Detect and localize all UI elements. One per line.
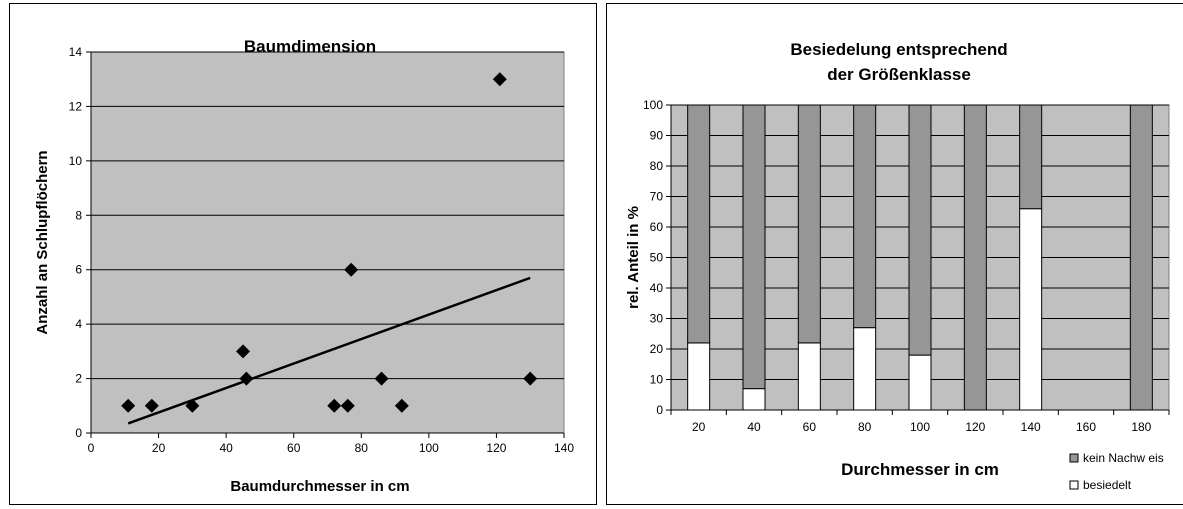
stacked-bar-chart: 0 10 20 30 40 50 60 70 80 90 100 20 40 60 80 100 120 140 1… bbox=[625, 40, 1170, 492]
y-tick-label: 10 bbox=[650, 373, 664, 387]
data-point bbox=[144, 398, 159, 413]
bar-kein-nachweis bbox=[742, 104, 766, 390]
y-tick-label: 50 bbox=[650, 251, 664, 265]
chart-title-line-1: Besiedelung entsprechend bbox=[790, 40, 1007, 59]
data-point bbox=[492, 72, 507, 87]
y-tick-label: 100 bbox=[643, 98, 663, 112]
data-point bbox=[523, 371, 538, 386]
y-tick-label: 60 bbox=[650, 220, 664, 234]
x-axis-title: Durchmesser in cm bbox=[841, 460, 999, 479]
data-point bbox=[185, 398, 200, 413]
x-tick-label: 20 bbox=[152, 441, 166, 455]
y-axis-title: Anzahl an Schlupflöchern bbox=[34, 150, 51, 334]
legend-swatch-besiedelt bbox=[1069, 480, 1079, 490]
y-tick-label: 0 bbox=[656, 403, 663, 417]
y-tick-label: 20 bbox=[650, 342, 664, 356]
y-tick-label: 10 bbox=[69, 154, 83, 168]
bar-chart-panel: 0 10 20 30 40 50 60 70 80 90 100 20 40 60 80 100 120 140 1… bbox=[606, 3, 1183, 505]
x-tick-label: 40 bbox=[219, 441, 233, 455]
bar-besiedelt bbox=[797, 342, 821, 411]
chart-title: Baumdimension bbox=[244, 37, 376, 56]
y-tick-label: 4 bbox=[75, 317, 82, 331]
legend-swatch-kein-nachweis bbox=[1069, 453, 1079, 463]
y-tick-label: 12 bbox=[69, 99, 83, 113]
y-tick-label: 0 bbox=[75, 426, 82, 440]
data-point bbox=[327, 398, 342, 413]
y-tick-label: 40 bbox=[650, 281, 664, 295]
scatter-chart-panel: 0 2 4 6 8 10 12 14 0 20 40 60 80 100 120 140 Baumdimensi… bbox=[9, 3, 597, 505]
x-tick-label: 60 bbox=[803, 420, 817, 434]
y-tick-label: 6 bbox=[75, 263, 82, 277]
x-tick-label: 180 bbox=[1131, 420, 1151, 434]
data-point bbox=[239, 371, 254, 386]
y-tick-label: 8 bbox=[75, 208, 82, 222]
bar-besiedelt bbox=[687, 342, 711, 411]
bar-besiedelt bbox=[908, 354, 932, 411]
bar-besiedelt bbox=[1019, 208, 1043, 411]
bar-kein-nachweis bbox=[1129, 104, 1153, 411]
legend-label-kein-nachweis: kein Nachw eis bbox=[1083, 451, 1164, 465]
chart-title-line-2: der Größenklasse bbox=[827, 65, 971, 84]
x-tick-label: 100 bbox=[910, 420, 930, 434]
y-tick-label: 30 bbox=[650, 312, 664, 326]
bar-kein-nachweis bbox=[853, 104, 877, 329]
y-tick-label: 90 bbox=[650, 129, 664, 143]
y-tick-label: 14 bbox=[69, 45, 83, 59]
x-tick-label: 120 bbox=[486, 441, 506, 455]
data-point bbox=[236, 344, 251, 359]
data-point bbox=[374, 371, 389, 386]
bar-besiedelt bbox=[742, 388, 766, 411]
x-tick-label: 100 bbox=[419, 441, 439, 455]
bar-kein-nachweis bbox=[963, 104, 987, 411]
x-tick-label: 0 bbox=[88, 441, 95, 455]
bar-kein-nachweis bbox=[687, 104, 711, 344]
x-tick-label: 20 bbox=[692, 420, 706, 434]
y-axis-title: rel. Anteil in % bbox=[625, 206, 642, 309]
y-tick-label: 80 bbox=[650, 159, 664, 173]
legend-label-besiedelt: besiedelt bbox=[1083, 478, 1132, 492]
bar-kein-nachweis bbox=[797, 104, 821, 344]
data-point bbox=[121, 398, 136, 413]
x-tick-label: 120 bbox=[965, 420, 985, 434]
data-point bbox=[340, 398, 355, 413]
bar-besiedelt bbox=[853, 327, 877, 411]
x-tick-label: 80 bbox=[355, 441, 369, 455]
bar-kein-nachweis bbox=[1019, 104, 1043, 210]
x-axis-title: Baumdurchmesser in cm bbox=[230, 478, 409, 495]
x-tick-label: 140 bbox=[554, 441, 574, 455]
x-tick-label: 140 bbox=[1021, 420, 1041, 434]
plot-area bbox=[90, 51, 565, 434]
x-tick-label: 40 bbox=[747, 420, 761, 434]
bar-kein-nachweis bbox=[908, 104, 932, 356]
x-tick-label: 160 bbox=[1076, 420, 1096, 434]
trendline bbox=[127, 276, 531, 425]
x-tick-label: 80 bbox=[858, 420, 872, 434]
data-point bbox=[344, 262, 359, 277]
y-tick-label: 70 bbox=[650, 190, 664, 204]
y-tick-label: 2 bbox=[75, 372, 82, 386]
data-point bbox=[394, 398, 409, 413]
x-tick-label: 60 bbox=[287, 441, 301, 455]
